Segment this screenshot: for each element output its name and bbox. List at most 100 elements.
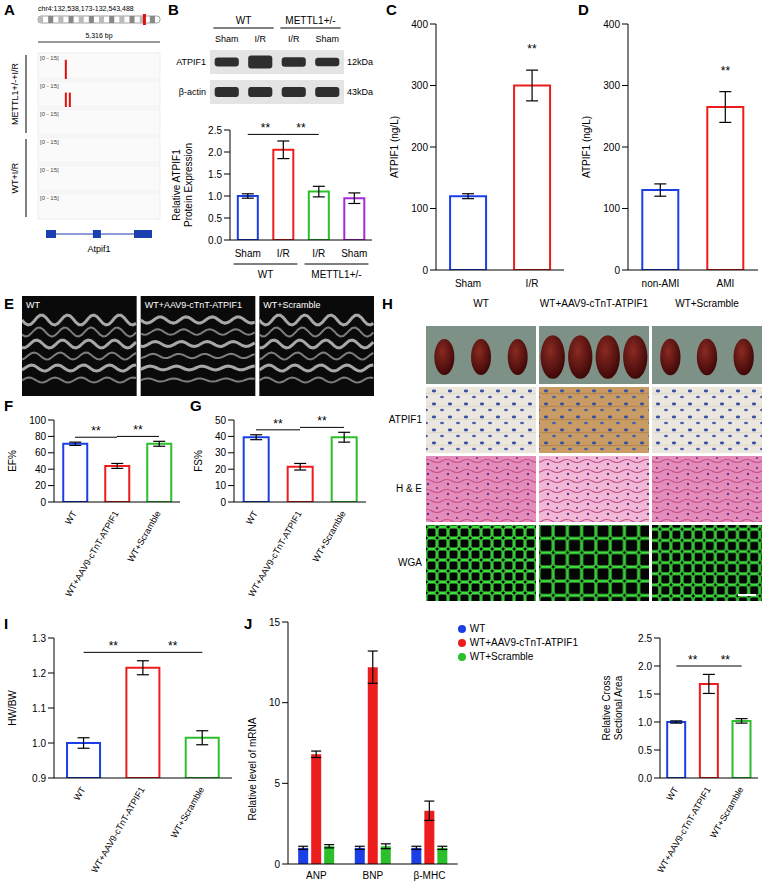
svg-text:20: 20: [215, 464, 227, 475]
svg-text:300: 300: [603, 80, 620, 91]
svg-text:β-MHC: β-MHC: [414, 870, 446, 881]
svg-text:12kDa: 12kDa: [347, 57, 373, 67]
svg-text:0.0: 0.0: [208, 235, 222, 246]
svg-text:50: 50: [215, 415, 227, 426]
svg-text:chr4:132,538,173-132,543,488: chr4:132,538,173-132,543,488: [38, 5, 134, 12]
svg-text:WT: WT: [244, 509, 260, 527]
svg-text:WT: WT: [63, 509, 79, 527]
svg-text:5: 5: [274, 778, 280, 789]
svg-text:2.5: 2.5: [638, 633, 652, 644]
svg-text:[0 - 15]: [0 - 15]: [40, 55, 59, 61]
svg-text:METTL1+/-: METTL1+/-: [285, 15, 335, 26]
svg-text:WT+AAV9-cTnT-ATPIF1: WT+AAV9-cTnT-ATPIF1: [89, 785, 146, 874]
svg-text:100: 100: [411, 203, 428, 214]
svg-text:**: **: [296, 121, 306, 135]
svg-text:I/R: I/R: [312, 248, 325, 259]
svg-text:40: 40: [215, 431, 227, 442]
svg-text:non-AMI: non-AMI: [642, 278, 680, 289]
svg-text:[0 - 15]: [0 - 15]: [40, 139, 59, 145]
svg-text:β-actin: β-actin: [179, 87, 206, 97]
svg-text:0: 0: [274, 859, 280, 870]
svg-text:1.0: 1.0: [32, 738, 46, 749]
svg-text:**: **: [688, 653, 698, 667]
svg-text:Sham: Sham: [455, 278, 481, 289]
svg-text:**: **: [721, 64, 731, 78]
svg-text:400: 400: [411, 19, 428, 30]
svg-text:200: 200: [603, 142, 620, 153]
svg-text:0: 0: [614, 265, 620, 276]
svg-text:0: 0: [40, 497, 46, 508]
svg-text:43kDa: 43kDa: [347, 87, 373, 97]
svg-text:**: **: [273, 417, 283, 431]
svg-text:WT+Scramble: WT+Scramble: [125, 509, 162, 564]
svg-text:**: **: [133, 423, 143, 437]
svg-text:[0 - 15]: [0 - 15]: [40, 167, 59, 173]
svg-text:I/R: I/R: [277, 248, 290, 259]
svg-text:Sham: Sham: [215, 34, 239, 44]
svg-text:**: **: [317, 414, 327, 428]
svg-text:AMI: AMI: [717, 278, 735, 289]
svg-text:**: **: [109, 639, 119, 653]
svg-text:2.5: 2.5: [208, 125, 222, 136]
svg-text:15: 15: [269, 617, 281, 628]
svg-text:I/R: I/R: [254, 34, 266, 44]
svg-text:1.0: 1.0: [638, 717, 652, 728]
svg-text:WT: WT: [236, 15, 252, 26]
svg-text:WT: WT: [26, 300, 40, 310]
svg-text:METTL1+/-+I/R: METTL1+/-+I/R: [10, 62, 20, 125]
svg-text:10: 10: [215, 480, 227, 491]
svg-text:2.0: 2.0: [208, 147, 222, 158]
svg-text:10: 10: [269, 697, 281, 708]
svg-text:**: **: [91, 424, 101, 438]
svg-text:ANP: ANP: [306, 870, 327, 881]
svg-text:1.3: 1.3: [32, 633, 46, 644]
svg-text:**: **: [527, 42, 537, 56]
svg-text:5,316 bp: 5,316 bp: [85, 32, 112, 40]
svg-text:WT+Scramble: WT+Scramble: [310, 509, 347, 564]
svg-text:300: 300: [411, 80, 428, 91]
svg-text:WT: WT: [72, 785, 88, 803]
svg-text:WT: WT: [664, 785, 680, 803]
svg-text:40: 40: [35, 464, 47, 475]
svg-text:WT+I/R: WT+I/R: [10, 162, 20, 193]
svg-text:Atpif1: Atpif1: [87, 244, 110, 254]
svg-text:WT+AAV9-cTnT-ATPIF1: WT+AAV9-cTnT-ATPIF1: [246, 509, 303, 598]
svg-text:20: 20: [35, 480, 47, 491]
svg-text:1.1: 1.1: [32, 703, 46, 714]
svg-text:[0 - 15]: [0 - 15]: [40, 195, 59, 201]
svg-text:Sham: Sham: [315, 34, 339, 44]
svg-text:0: 0: [220, 497, 226, 508]
svg-text:0.0: 0.0: [638, 773, 652, 784]
svg-text:0.9: 0.9: [32, 773, 46, 784]
svg-text:WT+Scramble: WT+Scramble: [263, 300, 320, 310]
svg-text:30: 30: [215, 447, 227, 458]
svg-text:ATPIF1: ATPIF1: [176, 57, 206, 67]
svg-text:1.2: 1.2: [32, 668, 46, 679]
svg-text:1.5: 1.5: [208, 169, 222, 180]
svg-text:1.0: 1.0: [208, 191, 222, 202]
svg-text:0: 0: [422, 265, 428, 276]
svg-text:100: 100: [603, 203, 620, 214]
svg-text:I/R: I/R: [288, 34, 300, 44]
svg-text:BNP: BNP: [363, 870, 384, 881]
svg-text:200: 200: [411, 142, 428, 153]
svg-text:100: 100: [29, 415, 46, 426]
svg-text:WT+AAV9-cTnT-ATPIF1: WT+AAV9-cTnT-ATPIF1: [655, 785, 712, 874]
svg-text:WT+Scramble: WT+Scramble: [708, 785, 745, 840]
svg-text:[0 - 15]: [0 - 15]: [40, 83, 59, 89]
svg-text:**: **: [721, 653, 731, 667]
svg-text:WT+Scramble: WT+Scramble: [169, 785, 206, 840]
svg-text:Sham: Sham: [235, 248, 261, 259]
svg-text:60: 60: [35, 447, 47, 458]
svg-text:400: 400: [603, 19, 620, 30]
svg-text:WT+AAV9-cTnT-ATPIF1: WT+AAV9-cTnT-ATPIF1: [63, 509, 120, 598]
svg-text:WT: WT: [258, 269, 274, 280]
svg-text:Sham: Sham: [341, 248, 367, 259]
svg-text:I/R: I/R: [526, 278, 539, 289]
svg-text:1.5: 1.5: [638, 689, 652, 700]
svg-text:**: **: [168, 639, 178, 653]
svg-text:METTL1+/-: METTL1+/-: [311, 269, 361, 280]
svg-text:WT+AAV9-cTnT-ATPIF1: WT+AAV9-cTnT-ATPIF1: [145, 300, 242, 310]
svg-text:0.5: 0.5: [208, 213, 222, 224]
svg-text:2.0: 2.0: [638, 661, 652, 672]
